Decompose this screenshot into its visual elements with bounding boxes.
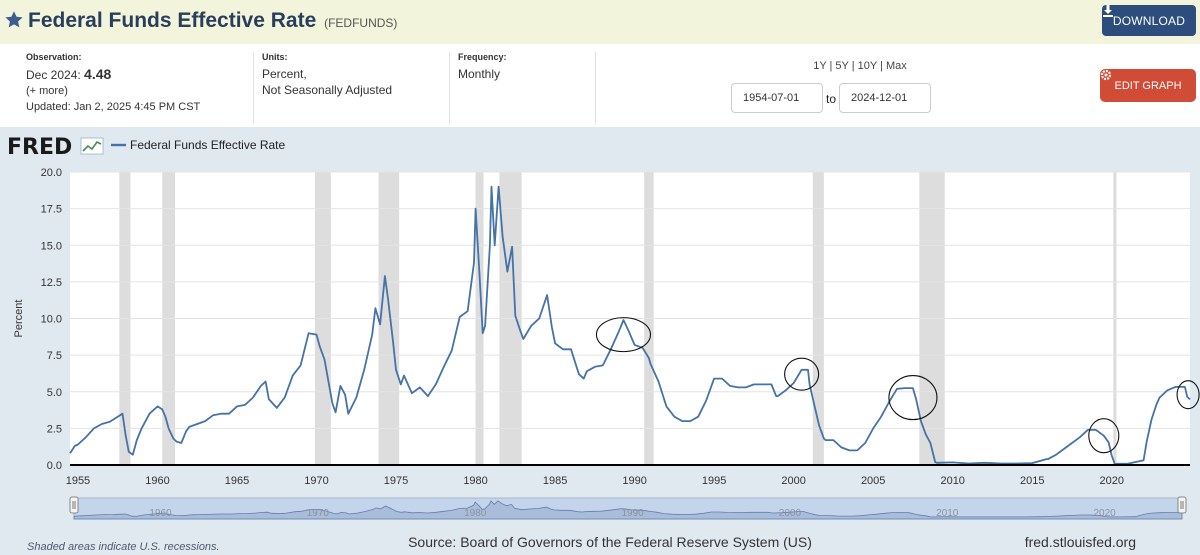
x-tick-label: 2005 xyxy=(861,475,885,487)
source-text: Source: Board of Governors of the Federa… xyxy=(408,534,812,550)
x-tick-label: 1975 xyxy=(384,475,408,487)
divider xyxy=(449,52,450,124)
observation-value: 4.48 xyxy=(84,66,112,82)
y-tick-label: 15.0 xyxy=(41,240,62,252)
navigator-label: 2020 xyxy=(1093,508,1116,519)
observation-label: Observation: xyxy=(26,52,82,62)
legend-label: Federal Funds Effective Rate xyxy=(130,138,286,152)
frequency-value: Monthly xyxy=(458,67,501,81)
edit-graph-button[interactable]: EDIT GRAPH xyxy=(1100,69,1196,102)
x-tick-label: 2000 xyxy=(781,475,805,487)
date-to-label: to xyxy=(826,92,837,106)
y-tick-label: 12.5 xyxy=(41,277,62,289)
navigator-label: 1990 xyxy=(621,508,644,519)
navigator-handle[interactable] xyxy=(69,496,79,514)
divider xyxy=(595,52,596,124)
end-date-input[interactable]: 2024-12-01 xyxy=(839,83,931,113)
navigator-label: 2000 xyxy=(779,508,802,519)
x-tick-label: 1955 xyxy=(66,475,90,487)
y-tick-label: 10.0 xyxy=(41,314,62,326)
navigator-label: 1980 xyxy=(464,508,487,519)
edit-graph-label: EDIT GRAPH xyxy=(1114,79,1182,92)
units-block: Units: Percent, Not Seasonally Adjusted xyxy=(262,52,392,98)
navigator-label: 2010 xyxy=(936,508,959,519)
chart-svg: FRED Federal Funds Effective Rate 0.0 2.5 5.… xyxy=(7,135,1200,553)
x-tick-label: 1990 xyxy=(622,475,646,487)
chart-area: FRED Federal Funds Effective Rate 0.0 2.5 5.… xyxy=(0,127,1200,555)
x-tick-label: 2020 xyxy=(1100,475,1124,487)
x-tick-label: 1985 xyxy=(543,475,567,487)
download-icon xyxy=(1103,5,1113,17)
y-tick-label: 0.0 xyxy=(47,460,62,472)
series-title: Federal Funds Effective Rate xyxy=(28,9,317,32)
site-url[interactable]: fred.stlouisfed.org xyxy=(1025,534,1136,550)
units-line2: Not Seasonally Adjusted xyxy=(262,83,393,97)
observation-period: Dec 2024: xyxy=(26,68,81,82)
frequency-label: Frequency: xyxy=(458,52,507,62)
y-tick-label: 5.0 xyxy=(47,387,62,399)
y-tick-label: 20.0 xyxy=(41,167,62,179)
frequency-block: Frequency: Monthly xyxy=(458,52,507,82)
gear-icon xyxy=(1100,69,1112,81)
y-tick-label: 7.5 xyxy=(47,350,62,362)
annotation-circle xyxy=(888,375,938,421)
divider xyxy=(253,52,254,124)
navigator-series xyxy=(73,500,1183,520)
y-tick-label: 2.5 xyxy=(47,423,62,435)
x-tick-label: 1980 xyxy=(463,475,487,487)
x-tick-label: 2010 xyxy=(940,475,964,487)
navigator-label: 1960 xyxy=(149,508,172,519)
units-line1: Percent, xyxy=(262,67,307,81)
series-line xyxy=(69,185,1191,466)
recession-note: Shaded areas indicate U.S. recessions. xyxy=(27,541,220,553)
observation-block: Observation: Dec 2024: 4.48 (+ more) Upd… xyxy=(26,52,200,115)
fred-logo: FRED xyxy=(7,135,72,160)
fred-logo-graph-icon xyxy=(80,137,104,155)
page-title: Federal Funds Effective Rate (FEDFUNDS) xyxy=(28,9,397,33)
annotation-circle xyxy=(595,317,652,353)
range-links[interactable]: 1Y | 5Y | 10Y | Max xyxy=(813,60,907,72)
annotation-circle xyxy=(784,357,820,391)
y-axis-label: Percent xyxy=(13,300,25,338)
download-label: DOWNLOAD xyxy=(1112,13,1186,28)
x-tick-label: 1995 xyxy=(702,475,726,487)
x-tick-label: 1960 xyxy=(145,475,169,487)
series-code: (FEDFUNDS) xyxy=(324,16,398,30)
units-label: Units: xyxy=(262,52,288,62)
more-link[interactable]: (+ more) xyxy=(26,85,68,97)
annotation-circle xyxy=(1176,380,1200,410)
updated-text: Updated: Jan 2, 2025 4:45 PM CST xyxy=(26,101,201,113)
title-bar: Federal Funds Effective Rate (FEDFUNDS) … xyxy=(0,0,1200,44)
navigator-label: 1970 xyxy=(307,508,330,519)
navigator-handle[interactable] xyxy=(1177,496,1187,514)
start-date-input[interactable]: 1954-07-01 xyxy=(731,83,823,113)
fred-logo-graph-line xyxy=(82,140,102,152)
annotation-circle xyxy=(1088,418,1120,454)
download-button[interactable]: DOWNLOAD xyxy=(1102,5,1196,36)
x-tick-label: 1965 xyxy=(225,475,249,487)
y-tick-label: 17.5 xyxy=(41,204,62,216)
x-tick-label: 1970 xyxy=(304,475,328,487)
x-tick-label: 2015 xyxy=(1020,475,1044,487)
star-icon[interactable] xyxy=(4,10,24,30)
